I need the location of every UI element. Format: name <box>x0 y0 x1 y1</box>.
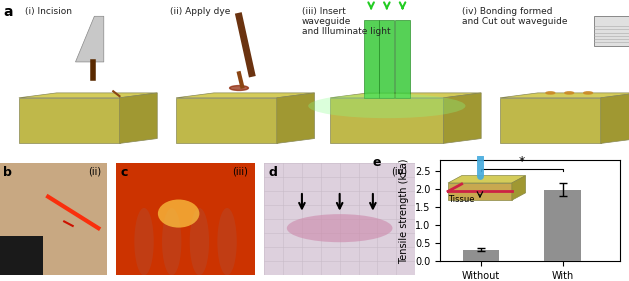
Polygon shape <box>19 98 120 143</box>
Circle shape <box>546 92 555 94</box>
Ellipse shape <box>287 214 392 242</box>
Circle shape <box>584 92 593 94</box>
Text: *: * <box>519 155 525 169</box>
Polygon shape <box>330 93 481 98</box>
Polygon shape <box>601 93 629 143</box>
Text: c: c <box>121 166 128 179</box>
Text: (ii): (ii) <box>89 166 102 176</box>
Bar <box>463 250 499 261</box>
Ellipse shape <box>190 208 209 275</box>
FancyBboxPatch shape <box>379 20 394 98</box>
Text: a: a <box>3 5 13 19</box>
Polygon shape <box>120 93 157 143</box>
Polygon shape <box>277 93 314 143</box>
Text: Tissue: Tissue <box>448 195 474 204</box>
Polygon shape <box>512 176 526 200</box>
Bar <box>0 236 43 275</box>
Y-axis label: Tensile strength (kPa): Tensile strength (kPa) <box>399 158 409 264</box>
Polygon shape <box>176 93 314 98</box>
Text: (ii) Apply dye: (ii) Apply dye <box>170 6 230 15</box>
Text: d: d <box>269 166 277 179</box>
FancyBboxPatch shape <box>364 20 379 98</box>
Ellipse shape <box>162 208 181 275</box>
Bar <box>544 190 581 261</box>
Ellipse shape <box>158 200 199 228</box>
Polygon shape <box>176 98 277 143</box>
Text: e: e <box>372 156 381 169</box>
Ellipse shape <box>218 208 237 275</box>
FancyBboxPatch shape <box>395 20 410 98</box>
Polygon shape <box>500 98 601 143</box>
Circle shape <box>230 85 248 90</box>
Polygon shape <box>443 93 481 143</box>
Circle shape <box>565 92 574 94</box>
Ellipse shape <box>135 208 153 275</box>
Text: (iv) Bonding formed
and Cut out waveguide: (iv) Bonding formed and Cut out waveguid… <box>462 6 568 26</box>
Polygon shape <box>448 176 526 183</box>
Polygon shape <box>330 98 443 143</box>
Text: (iv): (iv) <box>391 166 408 176</box>
Polygon shape <box>448 183 512 200</box>
Polygon shape <box>500 93 629 98</box>
Text: b: b <box>3 166 12 179</box>
Ellipse shape <box>308 94 465 118</box>
Polygon shape <box>594 16 629 46</box>
Text: (iii) Insert
waveguide
and Illuminate light: (iii) Insert waveguide and Illuminate li… <box>302 6 391 36</box>
Polygon shape <box>19 93 157 98</box>
Polygon shape <box>75 16 104 62</box>
Text: (i) Incision: (i) Incision <box>25 6 72 15</box>
Text: (iii): (iii) <box>232 166 248 176</box>
